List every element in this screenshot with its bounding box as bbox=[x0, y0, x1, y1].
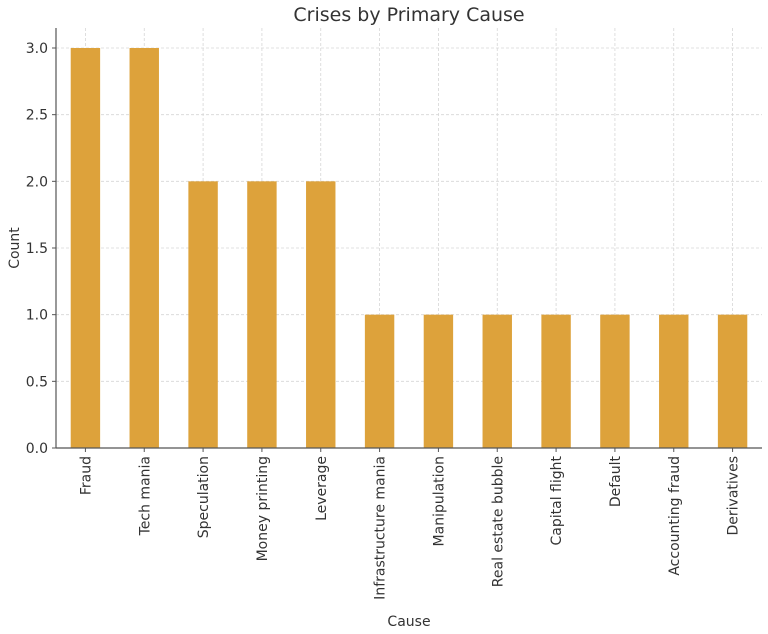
y-axis-label: Count bbox=[7, 227, 23, 269]
x-axis-label: Cause bbox=[387, 614, 430, 630]
y-tick-label: 0.5 bbox=[26, 374, 48, 390]
bar bbox=[482, 314, 512, 448]
y-tick-label: 2.0 bbox=[26, 174, 48, 190]
x-tick-label: Derivatives bbox=[726, 456, 742, 535]
bar bbox=[659, 314, 689, 448]
axes-group bbox=[55, 28, 762, 449]
x-ticks: Fraud Tech mania Speculation Money printing… bbox=[78, 448, 742, 600]
x-tick-label: Manipulation bbox=[431, 456, 447, 546]
x-tick-label: Fraud bbox=[78, 456, 94, 495]
x-tick-label: Infrastructure mania bbox=[373, 456, 389, 600]
x-tick-label: Real estate bubble bbox=[490, 456, 506, 587]
y-tick-label: 0.0 bbox=[26, 441, 48, 457]
bars-group bbox=[70, 48, 748, 449]
y-ticks: 0.0 0.5 1.0 1.5 2.0 2.5 3.0 bbox=[26, 41, 56, 457]
bar bbox=[717, 314, 748, 448]
x-tick-label: Accounting fraud bbox=[667, 456, 683, 576]
bar bbox=[188, 181, 218, 449]
bar bbox=[247, 181, 277, 449]
y-tick-label: 1.0 bbox=[26, 308, 48, 324]
y-tick-label: 3.0 bbox=[26, 41, 48, 57]
bar bbox=[364, 314, 395, 448]
bar bbox=[423, 314, 454, 448]
x-tick-label: Leverage bbox=[314, 456, 330, 521]
y-tick-label: 2.5 bbox=[26, 108, 48, 124]
chart-title: Crises by Primary Cause bbox=[293, 4, 524, 26]
x-tick-label: Capital flight bbox=[549, 455, 565, 545]
x-tick-label: Tech mania bbox=[137, 456, 153, 536]
grid-lines bbox=[56, 28, 762, 449]
bar bbox=[129, 48, 159, 448]
x-tick-label: Money printing bbox=[255, 456, 271, 561]
bar bbox=[306, 181, 336, 449]
bar bbox=[541, 314, 571, 448]
x-tick-label: Speculation bbox=[196, 456, 212, 538]
bar bbox=[70, 48, 101, 448]
bar bbox=[600, 314, 630, 448]
x-tick-label: Default bbox=[608, 455, 624, 507]
y-tick-label: 1.5 bbox=[26, 241, 48, 257]
